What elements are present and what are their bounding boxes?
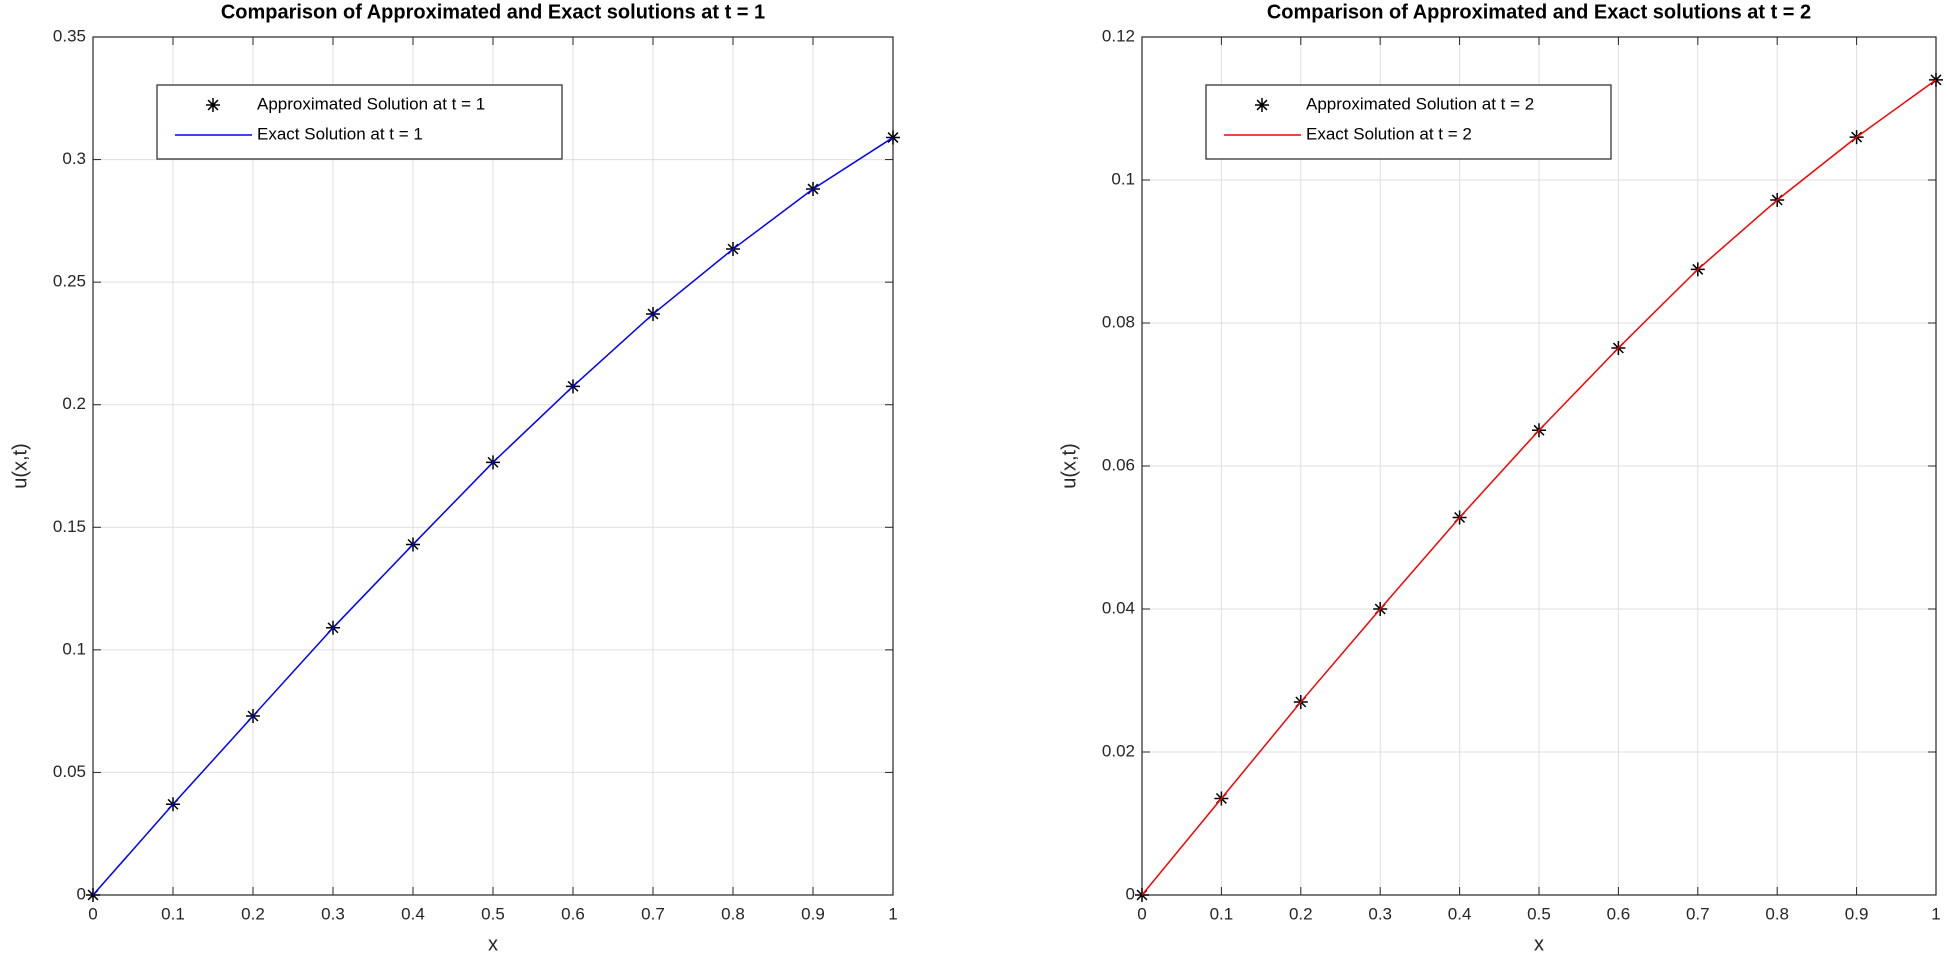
x-tick-label: 0.6 bbox=[1607, 904, 1631, 923]
x-tick-label: 0.2 bbox=[1289, 904, 1313, 923]
x-tick-label: 0.1 bbox=[161, 904, 185, 923]
x-tick-label: 0.8 bbox=[1765, 904, 1789, 923]
x-tick-label: 0.4 bbox=[401, 904, 425, 923]
chart: 0 0.1 0.2 0.3 0.4 0.5 0.6 0.7 0.8 0.9 1 0 0.02 0.04 0.… bbox=[1058, 1, 1943, 955]
legend-label: Exact Solution at t = 2 bbox=[1306, 124, 1472, 143]
x-tick-label: 0.2 bbox=[241, 904, 265, 923]
x-tick-label: 0.9 bbox=[801, 904, 825, 923]
legend-label: Exact Solution at t = 1 bbox=[257, 124, 423, 143]
y-axis-label: u(x,t) bbox=[9, 443, 31, 489]
y-tick-label: 0.3 bbox=[62, 149, 86, 168]
y-axis-label: u(x,t) bbox=[1058, 443, 1080, 489]
y-tick-label: 0.06 bbox=[1102, 455, 1135, 474]
y-tick-label: 0.05 bbox=[53, 762, 86, 781]
x-tick-label: 0 bbox=[88, 904, 97, 923]
x-tick-label: 0.7 bbox=[641, 904, 665, 923]
legend-swatch bbox=[206, 98, 220, 112]
x-tick-label: 0.5 bbox=[481, 904, 505, 923]
y-tick-label: 0 bbox=[1126, 884, 1135, 903]
legend-label: Approximated Solution at t = 1 bbox=[257, 94, 485, 113]
x-tick-label: 0.3 bbox=[321, 904, 345, 923]
series-line bbox=[92, 136, 894, 896]
x-axis-label: x bbox=[488, 933, 498, 955]
y-tick-label: 0.1 bbox=[62, 639, 86, 658]
x-tick-label: 0.9 bbox=[1845, 904, 1869, 923]
x-tick-label: 0.5 bbox=[1527, 904, 1551, 923]
y-tick-label: 0.12 bbox=[1102, 26, 1135, 45]
x-axis-label: x bbox=[1534, 933, 1544, 955]
chart: 0 0.1 0.2 0.3 0.4 0.5 0.6 0.7 0.8 0.9 1 0 0.05 0.1 0.1… bbox=[9, 1, 900, 955]
legend-label: Approximated Solution at t = 2 bbox=[1306, 94, 1534, 113]
x-tick-label: 0.6 bbox=[561, 904, 585, 923]
x-tick-label: 0.4 bbox=[1448, 904, 1472, 923]
y-tick-label: 0.25 bbox=[53, 272, 86, 291]
x-tick-label: 0 bbox=[1137, 904, 1146, 923]
y-tick-label: 0.35 bbox=[53, 26, 86, 45]
axes-frame bbox=[1141, 36, 1937, 896]
y-tick-label: 0.1 bbox=[1111, 169, 1135, 188]
x-tick-label: 1 bbox=[1931, 904, 1940, 923]
y-tick-label: 0.08 bbox=[1102, 312, 1135, 331]
y-tick-label: 0 bbox=[77, 884, 86, 903]
x-tick-label: 0.7 bbox=[1686, 904, 1710, 923]
legend-box bbox=[1205, 84, 1612, 160]
x-tick-label: 0.8 bbox=[721, 904, 745, 923]
y-tick-label: 0.15 bbox=[53, 517, 86, 536]
legend-box bbox=[156, 84, 563, 160]
y-tick-label: 0.02 bbox=[1102, 741, 1135, 760]
chart-title: Comparison of Approximated and Exact sol… bbox=[1267, 1, 1811, 23]
x-tick-label: 0.1 bbox=[1210, 904, 1234, 923]
y-tick-label: 0.04 bbox=[1102, 598, 1135, 617]
x-tick-label: 0.3 bbox=[1368, 904, 1392, 923]
series-line bbox=[1141, 79, 1937, 896]
axes-frame bbox=[92, 36, 894, 896]
chart-title: Comparison of Approximated and Exact sol… bbox=[221, 1, 765, 23]
legend-swatch bbox=[1255, 98, 1269, 112]
x-tick-label: 1 bbox=[888, 904, 897, 923]
y-tick-label: 0.2 bbox=[62, 394, 86, 413]
